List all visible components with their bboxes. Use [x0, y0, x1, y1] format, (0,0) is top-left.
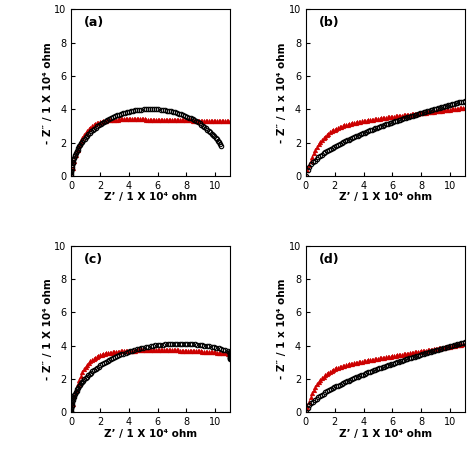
Y-axis label: - Z″ / 1 X 10⁴ ohm: - Z″ / 1 X 10⁴ ohm: [43, 278, 53, 380]
Y-axis label: - Z″ / 1 X 10⁴ ohm: - Z″ / 1 X 10⁴ ohm: [43, 42, 53, 144]
Text: (c): (c): [84, 253, 103, 265]
Text: (d): (d): [319, 253, 339, 265]
Y-axis label: - Z″ / 1 x 10⁴ ohm: - Z″ / 1 x 10⁴ ohm: [277, 279, 287, 379]
X-axis label: Z’ / 1 X 10⁴ ohm: Z’ / 1 X 10⁴ ohm: [338, 192, 432, 202]
Y-axis label: - Z″ / 1 x 10⁴ ohm: - Z″ / 1 x 10⁴ ohm: [277, 43, 287, 143]
X-axis label: Z’ / 1 X 10⁴ ohm: Z’ / 1 X 10⁴ ohm: [104, 192, 197, 202]
X-axis label: Z’ / 1 X 10⁴ ohm: Z’ / 1 X 10⁴ ohm: [104, 428, 197, 438]
X-axis label: Z’ / 1 X 10⁴ ohm: Z’ / 1 X 10⁴ ohm: [338, 428, 432, 438]
Text: (b): (b): [319, 16, 339, 29]
Text: (a): (a): [84, 16, 104, 29]
